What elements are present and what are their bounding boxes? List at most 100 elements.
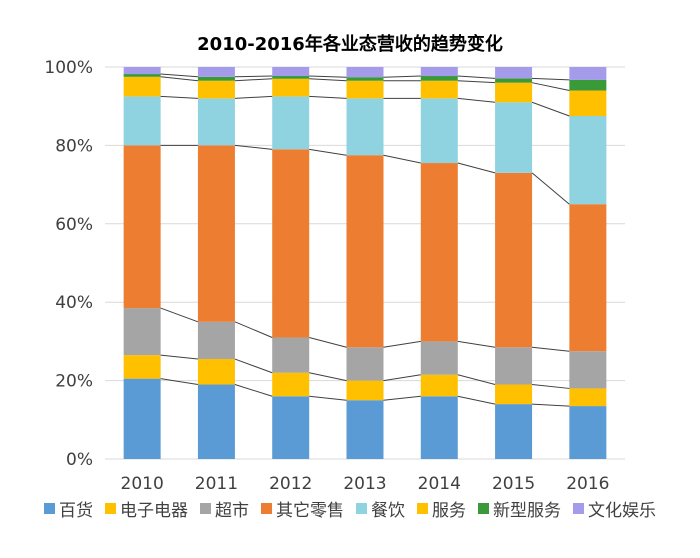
- bar-segment: [346, 400, 384, 459]
- series-line: [160, 378, 199, 386]
- legend-swatch: [417, 502, 428, 514]
- series-line: [234, 95, 273, 99]
- series-line: [383, 395, 421, 401]
- x-tick-label: 2016: [566, 474, 609, 494]
- bar-segment: [420, 80, 458, 99]
- legend-swatch: [478, 502, 489, 514]
- x-tick-label: 2014: [418, 474, 461, 494]
- legend-item: 超市: [200, 496, 249, 521]
- legend-label: 超市: [215, 500, 249, 521]
- bar-segment: [495, 384, 533, 405]
- legend-label: 电子电器: [120, 500, 188, 521]
- bar-segment: [346, 155, 384, 348]
- series-line: [531, 101, 570, 117]
- legend-swatch: [200, 502, 211, 514]
- series-line: [309, 395, 347, 401]
- series-line: [160, 95, 198, 99]
- bar-segment: [569, 90, 607, 116]
- legend-label: 餐饮: [371, 500, 405, 521]
- legend-item: 餐饮: [356, 496, 405, 521]
- legend-swatch: [356, 502, 367, 514]
- bar-segment: [272, 396, 310, 459]
- legend-label: 文化娱乐: [588, 500, 656, 521]
- chart-title: 2010-2016年各业态营收的趋势变化: [197, 34, 503, 55]
- series-line: [309, 75, 347, 78]
- y-tick-label: 20%: [55, 372, 93, 392]
- bar-segment: [495, 347, 533, 385]
- series-line: [234, 78, 273, 82]
- series-line: [160, 307, 199, 323]
- x-tick-label: 2015: [492, 474, 535, 494]
- series-line: [160, 73, 198, 78]
- y-tick-label: 40%: [55, 293, 93, 313]
- bar-segment: [197, 76, 235, 81]
- bar-segment: [123, 74, 161, 77]
- bar-segment: [197, 359, 235, 385]
- bar-segment: [569, 406, 607, 459]
- bar-segment: [569, 351, 607, 389]
- bar-segment: [197, 321, 235, 360]
- bar-segment: [272, 337, 310, 373]
- legend-label: 其它零售: [276, 500, 344, 521]
- bars: [123, 67, 607, 459]
- series-line: [457, 340, 496, 348]
- bar-segment: [272, 76, 310, 79]
- bar-segment: [495, 67, 533, 79]
- legend-item: 服务: [417, 496, 466, 521]
- series-line: [457, 395, 496, 405]
- series-line: [532, 346, 570, 352]
- y-tick-label: 100%: [44, 58, 93, 78]
- legend-item: 其它零售: [261, 496, 344, 521]
- series-lines: [160, 73, 570, 407]
- bar-segment: [123, 96, 161, 146]
- series-line: [383, 154, 421, 164]
- bar-segment: [272, 149, 310, 338]
- series-line: [309, 336, 347, 348]
- bar-segment: [569, 116, 607, 205]
- series-line: [309, 78, 347, 82]
- bar-segment: [197, 98, 235, 146]
- bar-segment: [420, 396, 458, 459]
- series-line: [383, 374, 421, 382]
- bar-segment: [420, 67, 458, 77]
- series-line: [309, 95, 347, 99]
- series-line: [383, 340, 421, 348]
- legend-label: 新型服务: [493, 500, 561, 521]
- legend-item: 新型服务: [478, 496, 561, 521]
- legend-swatch: [573, 502, 584, 514]
- x-tick-label: 2010: [121, 474, 164, 494]
- series-line: [457, 75, 496, 79]
- bar-segment: [346, 67, 384, 78]
- bar-segment: [420, 98, 458, 164]
- legend-swatch: [261, 502, 272, 514]
- bar-segment: [123, 76, 161, 97]
- bar-segment: [346, 98, 384, 156]
- bar-segment: [346, 80, 384, 99]
- legend-label: 百货: [59, 500, 93, 521]
- series-line: [309, 372, 347, 382]
- x-tick-label: 2012: [269, 474, 312, 494]
- legend-item: 电子电器: [105, 496, 188, 521]
- bar-segment: [495, 404, 533, 459]
- x-tick-label: 2011: [195, 474, 238, 494]
- bar-segment: [346, 380, 384, 401]
- series-line: [531, 82, 570, 92]
- series-line: [234, 384, 273, 397]
- bar-segment: [197, 145, 235, 322]
- bar-segment: [197, 80, 235, 99]
- series-line: [532, 403, 570, 407]
- legend-label: 服务: [432, 500, 466, 521]
- series-line: [531, 172, 570, 205]
- bar-segment: [272, 78, 310, 97]
- y-tick-label: 0%: [66, 450, 93, 470]
- bar-segment: [420, 163, 458, 342]
- bar-segment: [272, 96, 310, 150]
- bar-segment: [569, 388, 607, 407]
- series-line: [383, 75, 421, 78]
- series-line: [457, 162, 496, 174]
- bar-segment: [123, 308, 161, 356]
- series-line: [234, 75, 273, 78]
- bar-segment: [346, 77, 384, 81]
- bar-segment: [123, 145, 161, 309]
- series-line: [457, 374, 496, 386]
